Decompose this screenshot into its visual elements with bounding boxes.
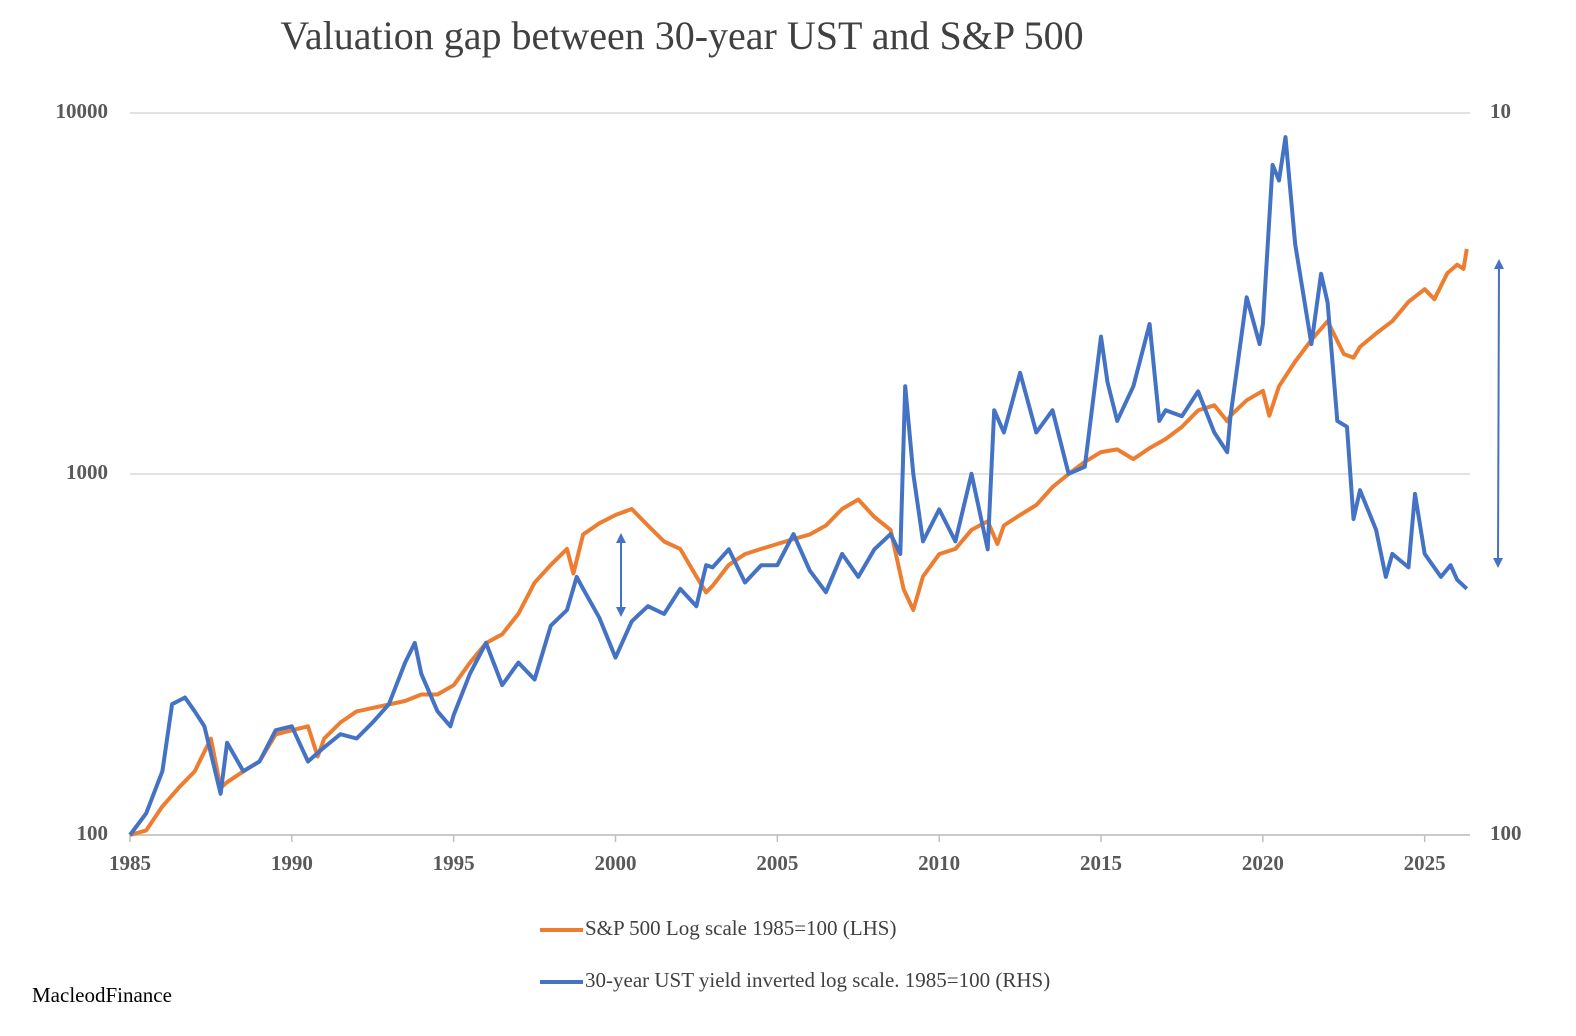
x-tick-label: 1985 [109,851,151,875]
y-tick-label: 10000 [56,99,109,123]
legend-label: 30-year UST yield inverted log scale. 19… [585,968,1050,992]
x-tick-label: 2005 [756,851,798,875]
x-tick-label: 2020 [1242,851,1284,875]
legend-label: S&P 500 Log scale 1985=100 (LHS) [585,916,896,940]
x-tick-label: 1995 [433,851,475,875]
x-tick-label: 1990 [271,851,313,875]
x-tick-label: 2010 [918,851,960,875]
x-tick-label: 2000 [595,851,637,875]
y2-tick-label: 10 [1490,99,1511,123]
series-line [129,248,1469,837]
y-tick-label: 1000 [66,460,108,484]
x-tick-label: 2025 [1404,851,1446,875]
gap-arrow [1493,259,1504,568]
source: MacleodFinance [32,983,172,1007]
series-line [128,135,1469,837]
y-tick-label: 100 [77,821,109,845]
y2-tick-label: 100 [1490,821,1522,845]
chart-title: Valuation gap between 30-year UST and S&… [280,13,1083,58]
x-tick-label: 2015 [1080,851,1122,875]
